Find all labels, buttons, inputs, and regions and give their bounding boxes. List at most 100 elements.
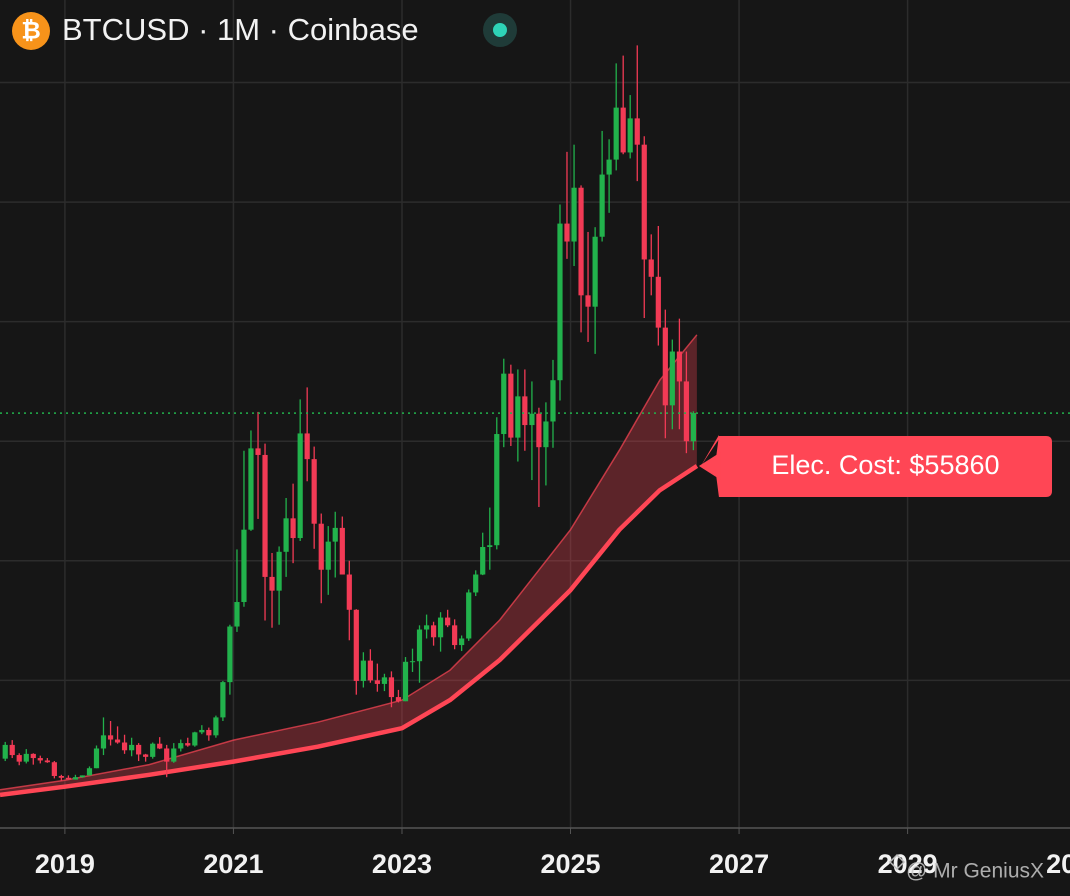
candle-body <box>578 187 584 296</box>
candle-body <box>213 717 219 736</box>
candle-body <box>501 373 507 435</box>
overlay: Elec. Cost: $55860 <box>0 412 1070 497</box>
x-tick-label: 2023 <box>372 849 432 879</box>
candle-body <box>121 742 128 751</box>
band-upper-line <box>0 334 698 791</box>
candle-body <box>641 144 647 260</box>
candle-body <box>164 748 170 762</box>
candle-body <box>107 735 114 740</box>
candle-body <box>676 351 682 382</box>
candle-body <box>683 381 689 442</box>
x-tick-label: 2021 <box>203 849 263 879</box>
candle-body <box>557 223 563 381</box>
candle-body <box>199 729 205 733</box>
candle-body <box>634 118 640 145</box>
candle-body <box>522 396 528 426</box>
candle-body <box>550 380 556 422</box>
candle-body <box>662 327 668 406</box>
live-indicator-dot <box>493 23 507 37</box>
candle-body <box>157 743 163 749</box>
candle-body <box>234 602 240 627</box>
candle-body <box>37 758 43 761</box>
x-tick-label: 2025 <box>540 849 600 879</box>
candle-body <box>136 744 142 755</box>
candle-body <box>494 434 500 546</box>
candle-body <box>220 682 226 718</box>
watermark: @ Mr GeniusX <box>906 860 1044 883</box>
candle-body <box>360 660 366 681</box>
candle-body <box>114 739 121 743</box>
candle-body <box>381 677 388 684</box>
candle-body <box>690 413 696 442</box>
candle-body <box>129 744 135 751</box>
candle-body <box>290 518 296 539</box>
candle-body <box>276 551 282 591</box>
elec-cost-band <box>0 334 699 798</box>
grid <box>0 0 1070 828</box>
coin-icon <box>12 12 50 50</box>
candle-body <box>452 625 458 646</box>
candle-body <box>655 276 661 328</box>
candle-body <box>585 295 591 307</box>
candles <box>2 45 696 781</box>
candle-body <box>44 760 50 763</box>
elec-cost-line <box>0 464 699 798</box>
candle-body <box>297 433 303 539</box>
candle-body <box>79 775 86 778</box>
candle-body <box>508 373 514 438</box>
candle-body <box>192 732 198 746</box>
candle-body <box>58 775 64 778</box>
candle-body <box>255 448 261 455</box>
candle-body <box>346 574 352 610</box>
candle-body <box>473 574 479 593</box>
candle-body <box>416 629 423 662</box>
candle-body <box>367 660 373 681</box>
candle-body <box>620 107 626 153</box>
candle-body <box>353 609 359 681</box>
x-axis: 2019 2021 2023 2025 2027 2029 2031 <box>35 828 1070 879</box>
candle-body <box>423 625 430 630</box>
candle-body <box>100 735 107 749</box>
candle-body <box>311 459 317 524</box>
candle-body <box>669 351 675 406</box>
candle-body <box>466 592 472 639</box>
candle-body <box>283 518 289 552</box>
elec-cost-label-pointer <box>698 451 721 480</box>
candle-body <box>409 661 416 663</box>
candle-body <box>571 187 577 242</box>
elec-cost-label-box <box>700 434 1052 497</box>
candle-body <box>2 744 8 759</box>
x-tick-label: 2019 <box>35 849 95 879</box>
candle-body <box>178 743 184 749</box>
candle-body <box>269 576 275 591</box>
candle-body <box>613 107 619 160</box>
candle-body <box>23 753 29 762</box>
coin-icon-symbol: ₿ <box>21 17 41 44</box>
candle-body <box>332 527 338 542</box>
candle-body <box>564 223 570 242</box>
candle-body <box>430 625 437 638</box>
candle-body <box>227 626 233 683</box>
candle-body <box>318 523 324 570</box>
candle-body <box>515 396 521 438</box>
candle-body <box>51 762 57 776</box>
candle-body <box>543 421 549 448</box>
candle-body <box>86 768 93 776</box>
candle-body <box>65 777 72 780</box>
candle-body <box>388 677 395 698</box>
candle-body <box>592 236 598 307</box>
candle-body <box>529 413 535 426</box>
candle-body <box>241 529 247 603</box>
candle-body <box>437 617 444 638</box>
candle-body <box>325 541 331 570</box>
candle-body <box>648 259 654 277</box>
candle-body <box>606 159 612 175</box>
watermark-icon <box>888 853 906 871</box>
elec-cost-label: Elec. Cost: $55860 <box>771 450 999 480</box>
candle-body <box>395 697 402 702</box>
candle-body <box>93 748 100 769</box>
candle-body <box>185 743 191 746</box>
candle-body <box>16 755 22 762</box>
